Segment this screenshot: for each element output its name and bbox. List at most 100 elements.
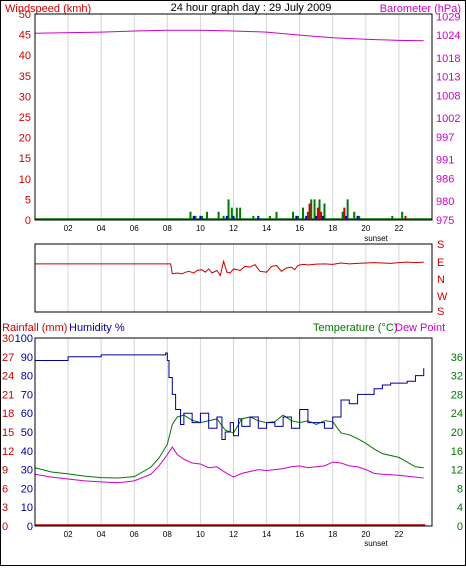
x-tick: 18 xyxy=(328,530,337,539)
temperature-tick: 4 xyxy=(457,502,463,514)
panel3-sunset-label: sunset xyxy=(364,539,388,548)
x-tick: 08 xyxy=(163,224,172,233)
barometer-tick: 1018 xyxy=(436,53,460,65)
wind-direction-line xyxy=(35,259,424,277)
temperature-tick: 12 xyxy=(451,465,463,477)
panel2-border xyxy=(34,243,433,313)
rainfall-tick: 18 xyxy=(2,408,14,420)
panel1-border xyxy=(34,13,433,221)
panel1-x-tick-labels: 02 04 06 08 10 12 14 16 18 20 22 xyxy=(64,224,404,233)
barometer-tick: 1024 xyxy=(436,30,460,42)
x-tick: 02 xyxy=(64,224,73,233)
humidity-tick-labels: 0 10 20 30 40 50 60 70 80 90 100 xyxy=(15,333,33,533)
barometer-tick: 991 xyxy=(436,155,454,167)
rainfall-tick: 27 xyxy=(2,352,14,364)
direction-tick: E xyxy=(437,257,444,269)
humidity-axis-label: Humidity % xyxy=(69,322,125,334)
temperature-line xyxy=(34,414,424,479)
humidity-tick: 70 xyxy=(21,389,33,401)
windspeed-tick: 30 xyxy=(19,91,31,103)
rainfall-tick: 21 xyxy=(2,389,14,401)
humidity-tick: 90 xyxy=(21,352,33,364)
x-tick: 12 xyxy=(229,530,238,539)
barometer-line xyxy=(34,29,424,42)
x-tick: 10 xyxy=(196,224,205,233)
direction-tick: N xyxy=(437,274,445,286)
panel1-grid xyxy=(67,14,400,220)
windspeed-tick: 0 xyxy=(25,215,31,227)
windspeed-tick: 25 xyxy=(19,112,31,124)
x-tick: 06 xyxy=(130,224,139,233)
temperature-tick-labels: 0 4 8 12 16 20 24 28 32 36 xyxy=(451,352,463,533)
temperature-tick: 16 xyxy=(451,446,463,458)
x-tick: 16 xyxy=(295,224,304,233)
humidity-tick: 50 xyxy=(21,427,33,439)
rainfall-tick: 0 xyxy=(2,521,8,533)
windspeed-tick: 45 xyxy=(19,30,31,42)
windspeed-tick-labels: 0 5 10 15 20 25 30 35 40 45 50 xyxy=(19,9,31,227)
barometer-tick: 1008 xyxy=(436,90,460,102)
barometer-tick-labels: 975 980 986 991 997 1002 1008 1013 1018 1024 1029 xyxy=(436,11,460,227)
panel1-sunset-label: sunset xyxy=(364,234,388,243)
rainfall-tick: 30 xyxy=(2,333,14,345)
windspeed-tick: 10 xyxy=(19,174,31,186)
panel3-marks xyxy=(34,352,426,526)
panel3-grid xyxy=(67,338,400,526)
windspeed-tick: 35 xyxy=(19,71,31,83)
temperature-axis-label: Temperature (°C) xyxy=(313,322,397,334)
rainfall-tick: 9 xyxy=(2,465,8,477)
x-tick: 16 xyxy=(295,530,304,539)
humidity-tick: 100 xyxy=(15,333,33,345)
windspeed-tick: 40 xyxy=(19,50,31,62)
humidity-tick: 40 xyxy=(21,446,33,458)
panel3-x-tick-labels: 02 04 06 08 10 12 14 16 18 20 22 xyxy=(64,530,404,539)
barometer-tick: 1013 xyxy=(436,72,460,84)
barometer-tick: 980 xyxy=(436,196,454,208)
rainfall-tick: 6 xyxy=(2,483,8,495)
x-tick: 04 xyxy=(97,224,106,233)
x-tick: 06 xyxy=(130,530,139,539)
x-tick: 12 xyxy=(229,224,238,233)
humidity-tick: 80 xyxy=(21,371,33,383)
x-tick: 20 xyxy=(361,224,370,233)
dewpoint-line xyxy=(34,446,424,484)
barometer-tick: 1029 xyxy=(436,11,460,23)
windspeed-tick: 15 xyxy=(19,153,31,165)
x-tick: 10 xyxy=(196,530,205,539)
windspeed-axis-label: Windspeed (kmh) xyxy=(5,3,91,15)
rainfall-tick: 24 xyxy=(2,371,14,383)
panel2-grid xyxy=(67,244,400,312)
x-tick: 20 xyxy=(361,530,370,539)
dewpoint-axis-label: Dew Point xyxy=(395,322,445,334)
x-tick: 22 xyxy=(394,224,403,233)
chart-title: 24 hour graph day : 29 July 2009 xyxy=(171,2,332,14)
barometer-tick: 1002 xyxy=(436,113,460,125)
barometer-tick: 997 xyxy=(436,132,454,144)
temperature-tick: 0 xyxy=(457,521,463,533)
x-tick: 14 xyxy=(262,530,271,539)
rainfall-tick: 3 xyxy=(2,502,8,514)
humidity-line xyxy=(35,352,425,441)
rainfall-tick: 15 xyxy=(2,427,14,439)
temperature-tick: 20 xyxy=(451,427,463,439)
direction-tick: S xyxy=(437,239,444,251)
temperature-tick: 36 xyxy=(451,352,463,364)
panel2-marks xyxy=(35,259,424,277)
humidity-tick: 20 xyxy=(21,483,33,495)
windspeed-tick: 20 xyxy=(19,133,31,145)
panel1-marks xyxy=(34,29,432,220)
humidity-tick: 60 xyxy=(21,408,33,420)
x-tick: 22 xyxy=(394,530,403,539)
humidity-tick: 10 xyxy=(21,502,33,514)
rainfall-tick-labels: 0 3 6 9 12 15 18 21 24 27 30 xyxy=(2,333,14,533)
x-tick: 14 xyxy=(262,224,271,233)
x-tick: 04 xyxy=(97,530,106,539)
temperature-tick: 28 xyxy=(451,389,463,401)
humidity-tick: 30 xyxy=(21,465,33,477)
temperature-tick: 32 xyxy=(451,371,463,383)
x-tick: 08 xyxy=(163,530,172,539)
rainfall-tick: 12 xyxy=(2,446,14,458)
